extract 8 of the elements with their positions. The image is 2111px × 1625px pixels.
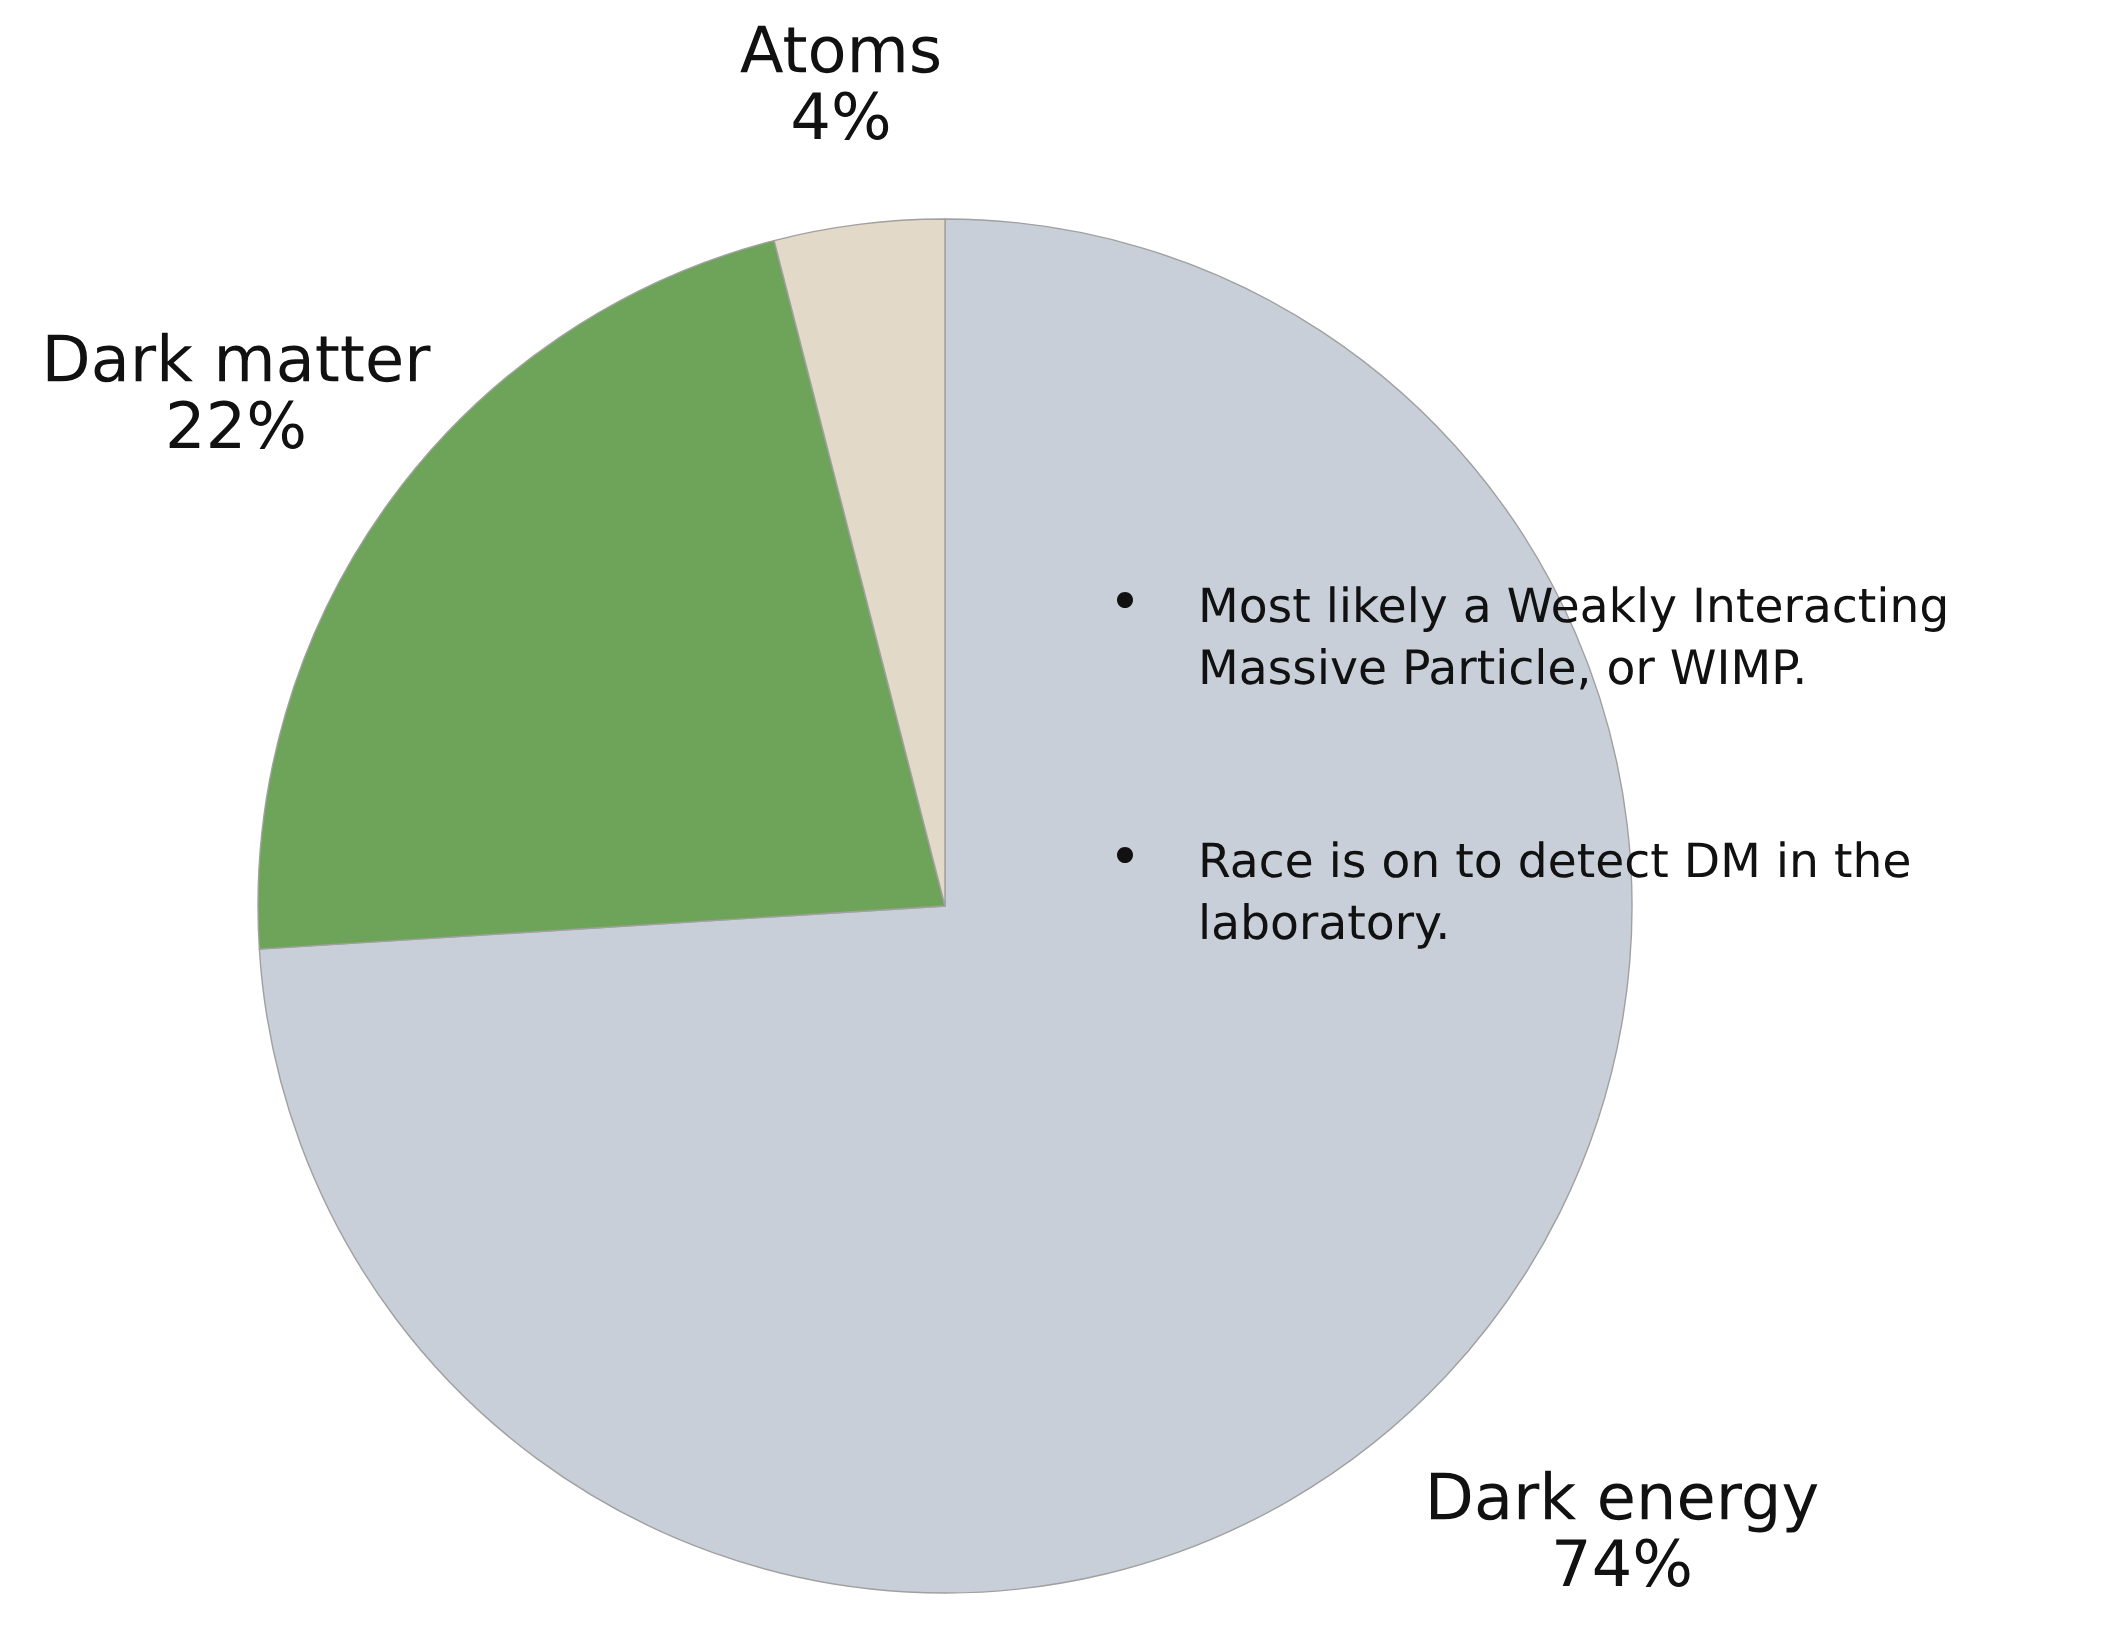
text: Most likely a Weakly Interacting Massive Particle, or WIMP. [1202, 586, 1946, 690]
data-label: 22% [169, 400, 304, 449]
slice-label: Dark energy [1431, 1470, 1818, 1533]
data-label: 74% [1556, 1538, 1690, 1587]
text: Race is on to detect DM in the laboratory. [1202, 841, 1909, 949]
slice-label: Dark matter [47, 332, 431, 383]
slice-label: Atoms [740, 25, 940, 74]
data-label: 4% [793, 91, 889, 140]
